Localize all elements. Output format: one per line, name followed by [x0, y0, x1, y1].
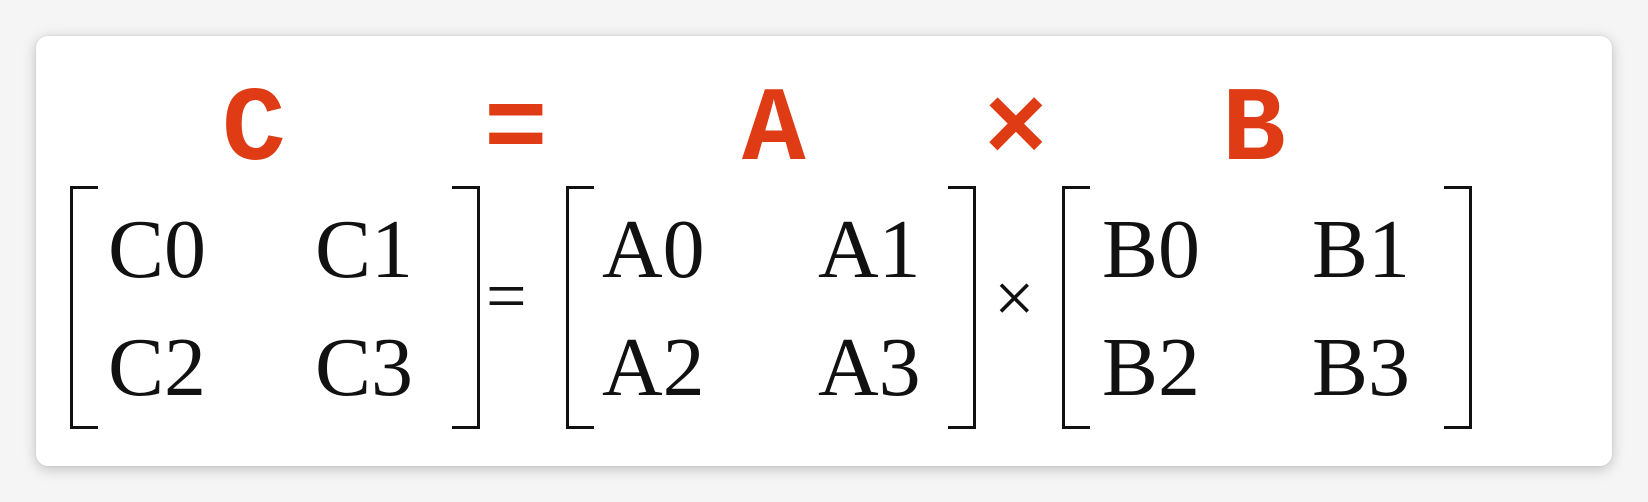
matrix-b-cell-2: B2 [1102, 321, 1201, 414]
matrix-c-cell-1: C1 [315, 203, 414, 296]
matrix-c-cell-0: C0 [108, 203, 207, 296]
matrix-b-cell-3: B3 [1312, 321, 1411, 414]
matrix-a: A0 A1 A2 A3 [566, 186, 976, 429]
right-bracket [948, 186, 976, 429]
matrix-a-cell-1: A1 [818, 203, 921, 296]
heading-times: × [984, 71, 1048, 191]
times-sign: × [994, 258, 1035, 338]
right-bracket [452, 186, 480, 429]
left-bracket [70, 186, 98, 429]
heading-a: A [742, 71, 806, 191]
heading-c: C [222, 71, 286, 191]
matrix-c-cell-3: C3 [315, 321, 414, 414]
heading-equals: = [484, 71, 548, 191]
heading-b: B [1222, 71, 1286, 191]
left-bracket [1062, 186, 1090, 429]
matrix-b-cell-1: B1 [1312, 203, 1411, 296]
matrix-b: B0 B1 B2 B3 [1062, 186, 1472, 429]
left-bracket [566, 186, 594, 429]
matrix-c-cell-2: C2 [108, 321, 207, 414]
matrix-a-cell-0: A0 [602, 203, 705, 296]
equation-card: C = A × B C0 C1 C2 C3 = A0 A1 A2 A3 × B0… [36, 36, 1612, 466]
matrix-a-cell-2: A2 [602, 321, 705, 414]
matrix-a-cell-3: A3 [818, 321, 921, 414]
matrix-c: C0 C1 C2 C3 [70, 186, 480, 429]
matrix-b-cell-0: B0 [1102, 203, 1201, 296]
equals-sign: = [486, 256, 527, 336]
right-bracket [1444, 186, 1472, 429]
